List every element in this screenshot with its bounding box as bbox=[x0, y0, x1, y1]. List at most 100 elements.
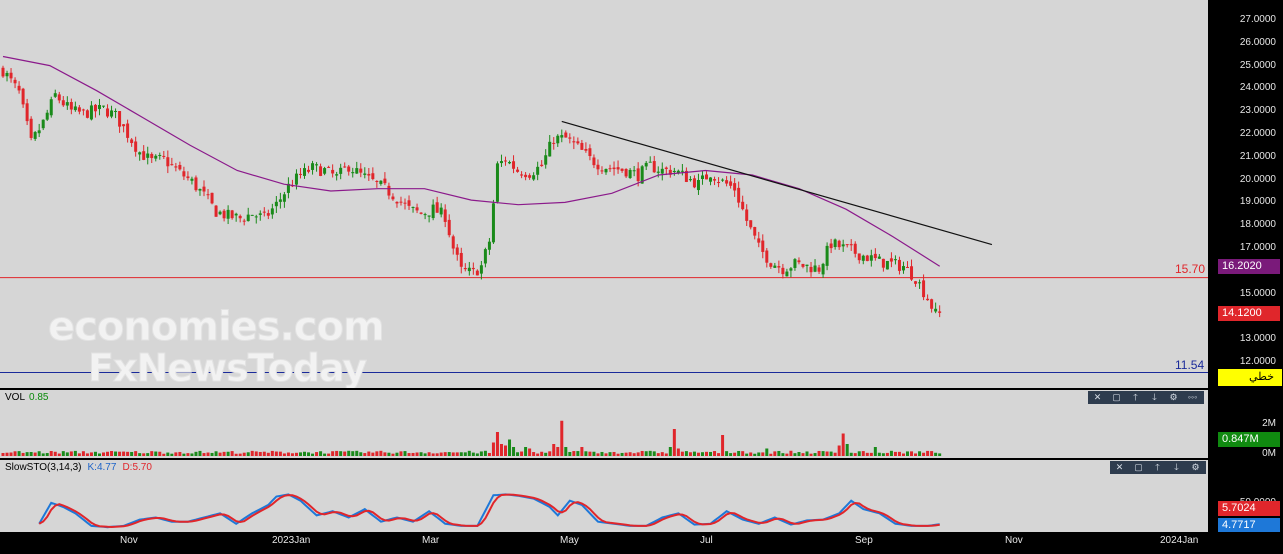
volume-bar bbox=[407, 453, 411, 456]
candle-body bbox=[57, 94, 61, 101]
volume-bar bbox=[922, 452, 926, 456]
price-chart[interactable] bbox=[0, 0, 1208, 388]
maximize-icon[interactable]: ▢ bbox=[1134, 462, 1143, 472]
more-icon[interactable]: ◦◦◦ bbox=[1187, 392, 1198, 402]
volume-bar bbox=[278, 451, 282, 456]
volume-bar bbox=[81, 451, 85, 456]
volume-bar bbox=[508, 439, 512, 456]
candle-body bbox=[89, 105, 93, 120]
volume-bar bbox=[487, 452, 491, 456]
volume-bar bbox=[857, 451, 861, 456]
volume-bar bbox=[49, 450, 53, 456]
candle-body bbox=[491, 203, 495, 243]
close-icon[interactable]: ✕ bbox=[1115, 462, 1124, 472]
volume-bar bbox=[459, 452, 463, 456]
volume-bar bbox=[572, 451, 576, 456]
move-up-icon[interactable]: 🡑 bbox=[1155, 462, 1160, 472]
volume-toolbar[interactable]: ✕ ▢ 🡑 🡓 ⚙ ◦◦◦ bbox=[1088, 391, 1204, 404]
candle-body bbox=[270, 208, 274, 215]
price-tick: 26.0000 bbox=[1239, 36, 1276, 48]
volume-bar bbox=[186, 453, 190, 456]
volume-bar bbox=[122, 451, 126, 456]
volume-bar bbox=[254, 451, 258, 456]
candle-body bbox=[298, 173, 302, 175]
volume-bar bbox=[266, 452, 270, 456]
time-axis[interactable]: Nov 2023Jan Mar May Jul Sep Nov 2024Jan bbox=[0, 532, 1283, 554]
volume-bar bbox=[914, 453, 918, 456]
volume-bar bbox=[102, 452, 105, 456]
volume-bar bbox=[688, 452, 692, 456]
volume-bar bbox=[889, 450, 893, 456]
volume-chart[interactable] bbox=[0, 390, 1208, 458]
volume-bar bbox=[544, 452, 548, 456]
candle-body bbox=[178, 164, 182, 170]
settings-icon[interactable]: ⚙ bbox=[1169, 392, 1178, 402]
candle-body bbox=[234, 213, 238, 216]
candle-body bbox=[769, 263, 773, 267]
tool-label-badge[interactable]: خطي bbox=[1218, 369, 1282, 386]
volume-bar bbox=[154, 451, 158, 456]
candle-body bbox=[729, 181, 733, 186]
stochastic-chart[interactable] bbox=[0, 460, 1208, 532]
candle-body bbox=[717, 182, 721, 184]
volume-bar bbox=[403, 451, 407, 456]
volume-bar bbox=[709, 451, 713, 456]
candle-body bbox=[81, 109, 85, 111]
candle-body bbox=[254, 216, 258, 218]
candle-body bbox=[612, 167, 616, 170]
volume-bar bbox=[33, 452, 37, 456]
volume-bar bbox=[242, 452, 246, 456]
settings-icon[interactable]: ⚙ bbox=[1191, 462, 1200, 472]
candle-body bbox=[644, 162, 648, 167]
volume-bar bbox=[298, 452, 302, 456]
volume-bar bbox=[672, 429, 676, 456]
candle-body bbox=[475, 270, 479, 276]
volume-bar bbox=[861, 451, 865, 456]
volume-bar bbox=[13, 451, 17, 456]
volume-bar bbox=[471, 452, 475, 456]
candle-body bbox=[331, 169, 335, 174]
candle-body bbox=[170, 164, 174, 166]
close-icon[interactable]: ✕ bbox=[1093, 392, 1102, 402]
candle-body bbox=[516, 169, 520, 172]
candle-body bbox=[588, 148, 592, 157]
move-up-icon[interactable]: 🡑 bbox=[1133, 392, 1138, 402]
volume-bar bbox=[765, 448, 769, 456]
volume-bar bbox=[319, 451, 323, 456]
candle-body bbox=[359, 168, 363, 173]
time-tick: 2023Jan bbox=[272, 535, 311, 546]
price-tick: 27.0000 bbox=[1239, 14, 1276, 25]
volume-bar bbox=[307, 452, 311, 456]
volume-bar bbox=[821, 451, 825, 456]
volume-bar bbox=[560, 420, 564, 456]
volume-bar bbox=[93, 451, 97, 456]
volume-panel[interactable]: VOL 0.85 ✕ ▢ 🡑 🡓 ⚙ ◦◦◦ bbox=[0, 390, 1208, 458]
volume-bar bbox=[97, 453, 101, 456]
candle-body bbox=[439, 207, 443, 215]
volume-bar bbox=[729, 453, 733, 456]
stochastic-toolbar[interactable]: ✕ ▢ 🡑 🡓 ⚙ bbox=[1110, 461, 1206, 474]
move-down-icon[interactable]: 🡓 bbox=[1152, 392, 1157, 402]
candle-body bbox=[415, 207, 419, 211]
volume-bar bbox=[158, 451, 162, 456]
volume-bar bbox=[660, 452, 664, 456]
candle-body bbox=[926, 298, 930, 301]
volume-bar bbox=[351, 451, 355, 456]
volume-bar bbox=[258, 451, 262, 456]
volume-bar bbox=[467, 450, 471, 456]
move-down-icon[interactable]: 🡓 bbox=[1174, 462, 1179, 472]
candle-body bbox=[696, 179, 700, 191]
price-panel[interactable]: economies.com FxNewsToday 15.70 11.54 bbox=[0, 0, 1208, 388]
maximize-icon[interactable]: ▢ bbox=[1112, 392, 1121, 402]
volume-bar bbox=[548, 451, 552, 456]
candle-body bbox=[399, 201, 403, 203]
stochastic-panel[interactable]: SlowSTO(3,14,3) K:4.77 D:5.70 ✕ ▢ 🡑 🡓 ⚙ bbox=[0, 460, 1208, 532]
volume-bar bbox=[761, 452, 765, 456]
candle-body bbox=[604, 168, 608, 173]
volume-bar bbox=[881, 453, 885, 456]
candle-body bbox=[154, 155, 158, 159]
volume-bar bbox=[684, 451, 688, 456]
candle-body bbox=[632, 170, 636, 172]
last-price-badge: 14.1200 bbox=[1218, 306, 1280, 321]
volume-bar bbox=[869, 452, 873, 456]
